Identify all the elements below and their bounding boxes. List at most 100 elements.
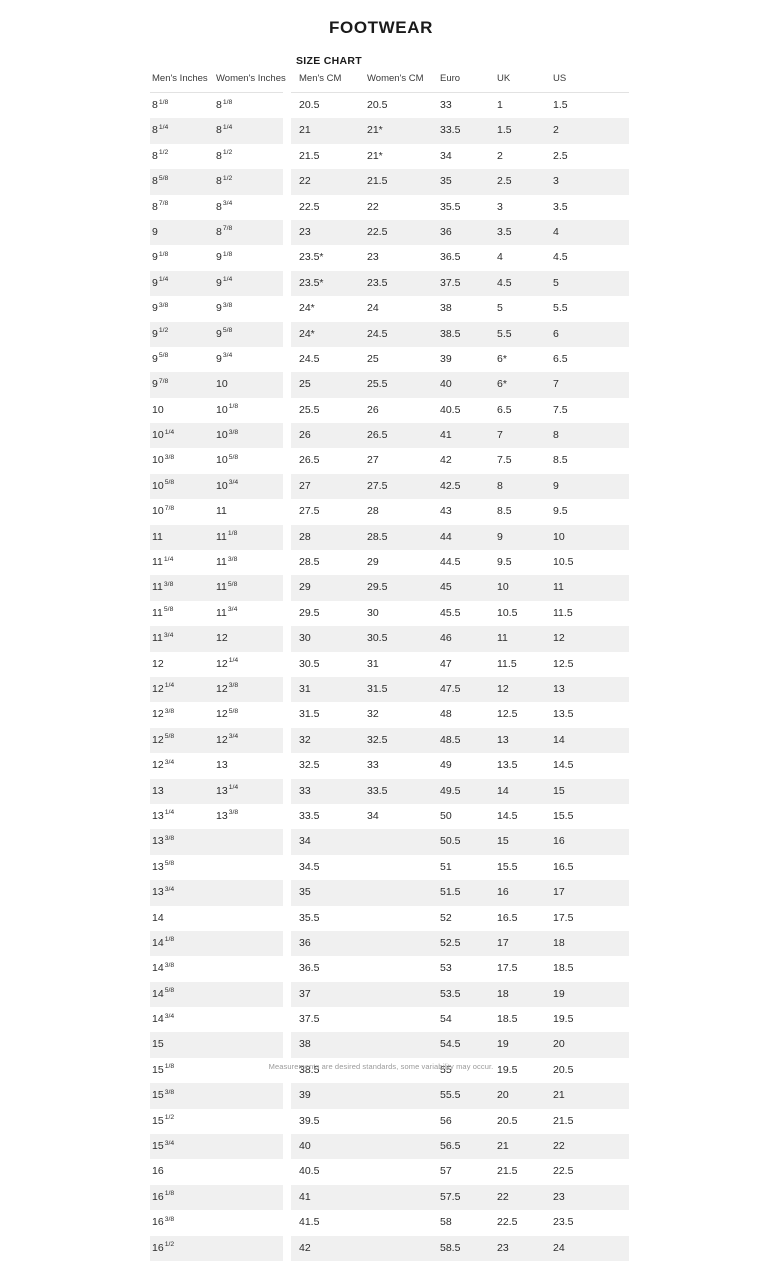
cell-euro: 55.5 (440, 1089, 461, 1102)
table-row: 81/8 81/8 (150, 93, 283, 118)
imperial-column-group: Men's Inches Women's Inches 81/8 81/8 81/4… (150, 72, 286, 1261)
table-row: 29.5 30 45.5 10.5 11.5 (291, 601, 629, 626)
table-row: 97/8 10 (150, 372, 283, 398)
table-row: 37.5 54 18.5 19.5 (291, 1007, 629, 1032)
table-row: 123/4 13 (150, 753, 283, 778)
cell-mens-cm: 34.5 (299, 860, 320, 873)
table-row: 30.5 31 47 11.5 12.5 (291, 652, 629, 677)
cell-mens-inches: 11 (152, 530, 163, 543)
table-row: 23.5* 23.5 37.5 4.5 5 (291, 270, 629, 297)
cell-uk: 15 (497, 835, 509, 848)
cell-womens-inches: 93/4 (216, 352, 233, 365)
cell-euro: 36.5 (440, 251, 461, 264)
cell-us: 21 (553, 1089, 565, 1102)
cell-us: 5 (553, 276, 559, 289)
column-header-womens-cm: Women's CM (367, 73, 424, 84)
cell-euro: 48 (440, 708, 452, 721)
cell-us: 18 (553, 936, 565, 949)
cell-womens-inches: 81/8 (216, 98, 233, 111)
cell-mens-inches: 14 (152, 911, 164, 924)
cell-us: 21.5 (553, 1114, 574, 1127)
table-row: 38.5 55 19.5 20.5 (291, 1058, 629, 1083)
table-row: 81/4 81/4 (150, 118, 283, 144)
table-row: 39 55.5 20 21 (291, 1083, 629, 1109)
cell-euro: 50.5 (440, 835, 461, 848)
cell-womens-inches: 91/8 (216, 250, 233, 264)
cell-mens-inches: 115/8 (152, 606, 174, 619)
table-row: 93/8 93/8 (150, 296, 283, 321)
cell-uk: 22.5 (497, 1216, 518, 1229)
table-row: 143/8 (150, 956, 283, 981)
cell-us: 23.5 (553, 1216, 574, 1229)
table-row: 36.5 53 17.5 18.5 (291, 956, 629, 981)
cell-euro: 44 (440, 530, 452, 543)
cell-womens-cm: 30.5 (367, 632, 388, 645)
cell-womens-inches: 93/8 (216, 301, 233, 315)
cell-uk: 9.5 (497, 556, 512, 569)
cell-us: 15.5 (553, 809, 574, 822)
cell-mens-inches: 95/8 (152, 352, 169, 365)
cell-euro: 40 (440, 378, 452, 391)
cell-womens-inches: 123/8 (216, 682, 239, 695)
cell-euro: 58.5 (440, 1241, 461, 1254)
table-row: 35 51.5 16 17 (291, 880, 629, 906)
cell-womens-inches: 91/4 (216, 276, 233, 289)
cell-mens-cm: 29 (299, 581, 311, 594)
cell-us: 19.5 (553, 1013, 574, 1026)
cell-mens-cm: 32 (299, 733, 311, 746)
cell-mens-inches: 143/8 (152, 961, 175, 975)
table-row: 24.5 25 39 6* 6.5 (291, 347, 629, 372)
cell-uk: 10 (497, 581, 509, 594)
cell-uk: 12 (497, 682, 509, 695)
cell-mens-cm: 24.5 (299, 352, 320, 365)
cell-uk: 17.5 (497, 962, 518, 975)
cell-womens-cm: 26 (367, 403, 379, 416)
cell-euro: 39 (440, 352, 452, 365)
cell-mens-inches: 161/2 (152, 1241, 175, 1254)
cell-mens-inches: 103/8 (152, 453, 175, 467)
table-header-row: Men's CM Women's CM Euro UK US (291, 72, 629, 93)
cell-mens-cm: 31.5 (299, 708, 320, 721)
cell-womens-cm: 27.5 (367, 479, 388, 492)
cell-womens-cm: 30 (367, 606, 379, 619)
table-row: 42 58.5 23 24 (291, 1235, 629, 1261)
table-row: 143/4 (150, 1007, 283, 1032)
cell-mens-cm: 34 (299, 835, 311, 848)
table-row: 27 27.5 42.5 8 9 (291, 473, 629, 500)
cell-euro: 48.5 (440, 733, 461, 746)
cell-us: 20 (553, 1038, 565, 1051)
cell-womens-inches: 95/8 (216, 327, 233, 340)
cell-mens-inches: 10 (152, 403, 164, 416)
footnote: Measurements are desired standards, some… (268, 1062, 494, 1071)
cell-euro: 45.5 (440, 606, 461, 619)
cell-womens-inches: 121/4 (216, 657, 239, 670)
cell-euro: 55 (440, 1063, 452, 1076)
cell-womens-inches: 111/8 (216, 530, 238, 543)
cell-womens-cm: 29 (367, 556, 379, 569)
cell-womens-cm: 27 (367, 454, 379, 467)
cell-mens-inches: 145/8 (152, 987, 175, 1000)
cell-us: 11.5 (553, 606, 573, 619)
cell-euro: 54.5 (440, 1038, 461, 1051)
cell-us: 5.5 (553, 302, 568, 315)
cell-us: 17 (553, 886, 565, 899)
table-row: 30 30.5 46 11 12 (291, 626, 629, 652)
cell-mens-cm: 20.5 (299, 99, 320, 111)
cell-uk: 2.5 (497, 175, 512, 188)
cell-us: 8.5 (553, 454, 568, 467)
table-row: 22.5 22 35.5 3 3.5 (291, 195, 629, 220)
cell-euro: 40.5 (440, 403, 461, 416)
cell-mens-cm: 21 (299, 124, 311, 137)
cell-uk: 17 (497, 936, 509, 949)
table-row: 31.5 32 48 12.5 13.5 (291, 702, 629, 727)
cell-mens-inches: 101/4 (152, 428, 175, 442)
cell-mens-cm: 26.5 (299, 454, 320, 467)
cell-us: 16 (553, 835, 565, 848)
cell-mens-inches: 91/2 (152, 327, 169, 340)
cell-mens-cm: 35.5 (299, 911, 320, 924)
cell-euro: 38 (440, 302, 452, 315)
table-row: 151/8 (150, 1058, 283, 1083)
table-row: 15 (150, 1032, 283, 1058)
table-row: 35.5 52 16.5 17.5 (291, 906, 629, 931)
cell-uk: 3 (497, 200, 503, 213)
